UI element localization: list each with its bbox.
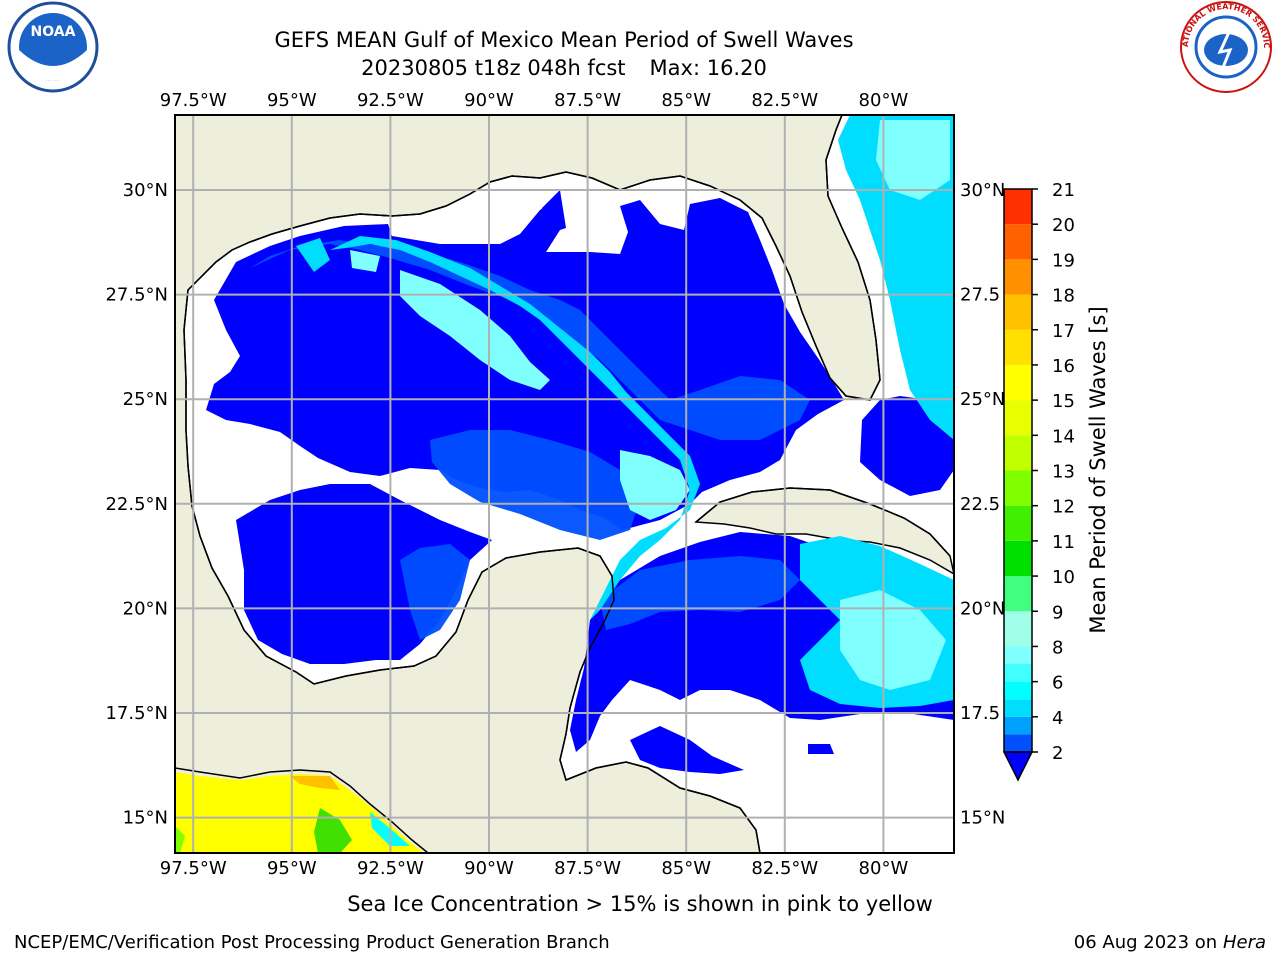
colorbar-segment [1004,611,1032,647]
colorbar-tick-label: 20 [1052,215,1075,236]
lat-tick-label-right: 15°N [960,808,1005,829]
lon-tick-label-bottom: 92.5°W [357,858,424,879]
colorbar-segment [1004,646,1032,665]
coastline-cuba [695,487,951,557]
colorbar-segment [1004,734,1032,752]
map-area [175,115,954,853]
lat-tick-label-right: 20°N [960,598,1005,619]
colorbar-segment [1004,224,1032,260]
colorbar-segment [1004,699,1032,717]
lat-tick-label-left: 22.5°N [105,494,168,515]
colorbar-tick-label: 14 [1052,426,1075,447]
lon-tick-label-top: 87.5°W [554,90,621,111]
colorbar-tick-label: 2 [1052,743,1063,764]
colorbar-segment [1004,400,1032,436]
lon-labels-bottom: 97.5°W 95°W 92.5°W 90°W 87.5°W 85°W 82.5°W 80°W [160,858,909,879]
colorbar-segment [1004,329,1032,365]
lon-tick-label-bottom: 82.5°W [751,858,818,879]
lon-tick-label-bottom: 97.5°W [160,858,227,879]
colorbar-tick-label: 13 [1052,462,1075,483]
lat-tick-label-right: 30°N [960,180,1005,201]
coastline [187,115,881,401]
lon-tick-label-bottom: 90°W [464,858,514,879]
lat-labels-left: 30°N 27.5°N 25°N 22.5°N 20°N 17.5°N 15°N [105,180,168,829]
colorbar-label: Mean Period of Swell Waves [s] [1086,306,1110,633]
chart-title: GEFS MEAN Gulf of Mexico Mean Period of … [274,28,853,52]
lat-tick-label-right: 22.5 [960,494,1000,515]
colorbar-segment [1004,505,1032,541]
colorbar-tick-label: 9 [1052,602,1063,623]
colorbar-tick-label: 11 [1052,532,1075,553]
colorbar-segment [1004,540,1032,577]
colorbar-tick-label: 4 [1052,708,1063,729]
colorbar-tick-label: 8 [1052,637,1063,658]
colorbar-segment [1004,664,1032,682]
lon-tick-label-bottom: 80°W [859,858,909,879]
colorbar-tick-label: 15 [1052,391,1075,412]
colorbar-segment [1004,716,1032,735]
chart-max-label: Max: 16.20 [650,56,767,80]
colorbar-segment [1004,470,1032,506]
footer-host: Hera [1222,932,1266,953]
colorbar-segment [1004,681,1032,700]
colorbar-segment [1004,294,1032,330]
lat-tick-label-left: 17.5°N [105,703,168,724]
colorbar-tick-label: 12 [1052,497,1075,518]
colorbar-tick-label: 6 [1052,673,1063,694]
colorbar-tick-label: 19 [1052,250,1075,271]
colorbar-tick-label: 21 [1052,180,1075,201]
colorbar: 2 4 6 8 9 10 11 12 13 14 15 16 17 18 19 20 21 [1002,180,1075,782]
colorbar-segment [1004,364,1032,401]
lon-tick-label-top: 82.5°W [751,90,818,111]
colorbar-segment [1004,189,1032,225]
lon-tick-label-top: 97.5°W [160,90,227,111]
lon-tick-label-top: 85°W [661,90,711,111]
lat-tick-label-left: 20°N [123,598,168,619]
sea-ice-note: Sea Ice Concentration > 15% is shown in … [347,892,933,916]
colorbar-tick-label: 10 [1052,567,1075,588]
lon-tick-label-top: 95°W [267,90,317,111]
lat-tick-label-left: 15°N [123,808,168,829]
map-frame [174,114,955,854]
lon-tick-label-top: 90°W [464,90,514,111]
lon-tick-label-top: 80°W [859,90,909,111]
lon-labels-top: 97.5°W 95°W 92.5°W 90°W 87.5°W 85°W 82.5°W 80°W [160,90,909,111]
coastline-pacific [175,767,429,853]
lon-tick-label-bottom: 87.5°W [554,858,621,879]
chart-subtitle: 20230805 t18z 048h fcst Max: 16.20 [361,56,767,80]
chart-subtitle-run: 20230805 t18z 048h fcst [361,56,625,80]
noaa-logo: NOAA [7,1,99,93]
footer-date: 06 Aug 2023 on [1073,932,1218,953]
lat-tick-label-left: 25°N [123,389,168,410]
footer-date-host: 06 Aug 2023 on Hera [1074,932,1266,953]
lat-tick-label-left: 27.5°N [105,285,168,306]
lon-tick-label-bottom: 85°W [661,858,711,879]
colorbar-segment [1004,576,1032,612]
swell-field-light [350,120,950,690]
colorbar-extend-min [1002,751,1034,782]
colorbar-segment [1004,435,1032,471]
colorbar-tick-label: 16 [1052,356,1075,377]
lat-tick-label-right: 27.5 [960,285,1000,306]
sea-ice-region [175,772,424,853]
lon-tick-label-top: 92.5°W [357,90,424,111]
lat-tick-label-left: 30°N [123,180,168,201]
gridlines [175,115,954,853]
noaa-logo-text: NOAA [31,24,76,40]
colorbar-segment [1004,259,1032,295]
colorbar-tick-label: 17 [1052,321,1075,342]
lon-tick-label-bottom: 95°W [267,858,317,879]
colorbar-tick-label: 18 [1052,286,1075,307]
coastline-mexico [183,289,761,853]
lat-tick-label-right: 25°N [960,389,1005,410]
footer-credit: NCEP/EMC/Verification Post Processing Pr… [14,932,610,953]
lat-tick-label-right: 17.5 [960,703,1000,724]
lat-labels-right: 30°N 27.5 25°N 22.5 20°N 17.5 15°N [960,180,1005,829]
